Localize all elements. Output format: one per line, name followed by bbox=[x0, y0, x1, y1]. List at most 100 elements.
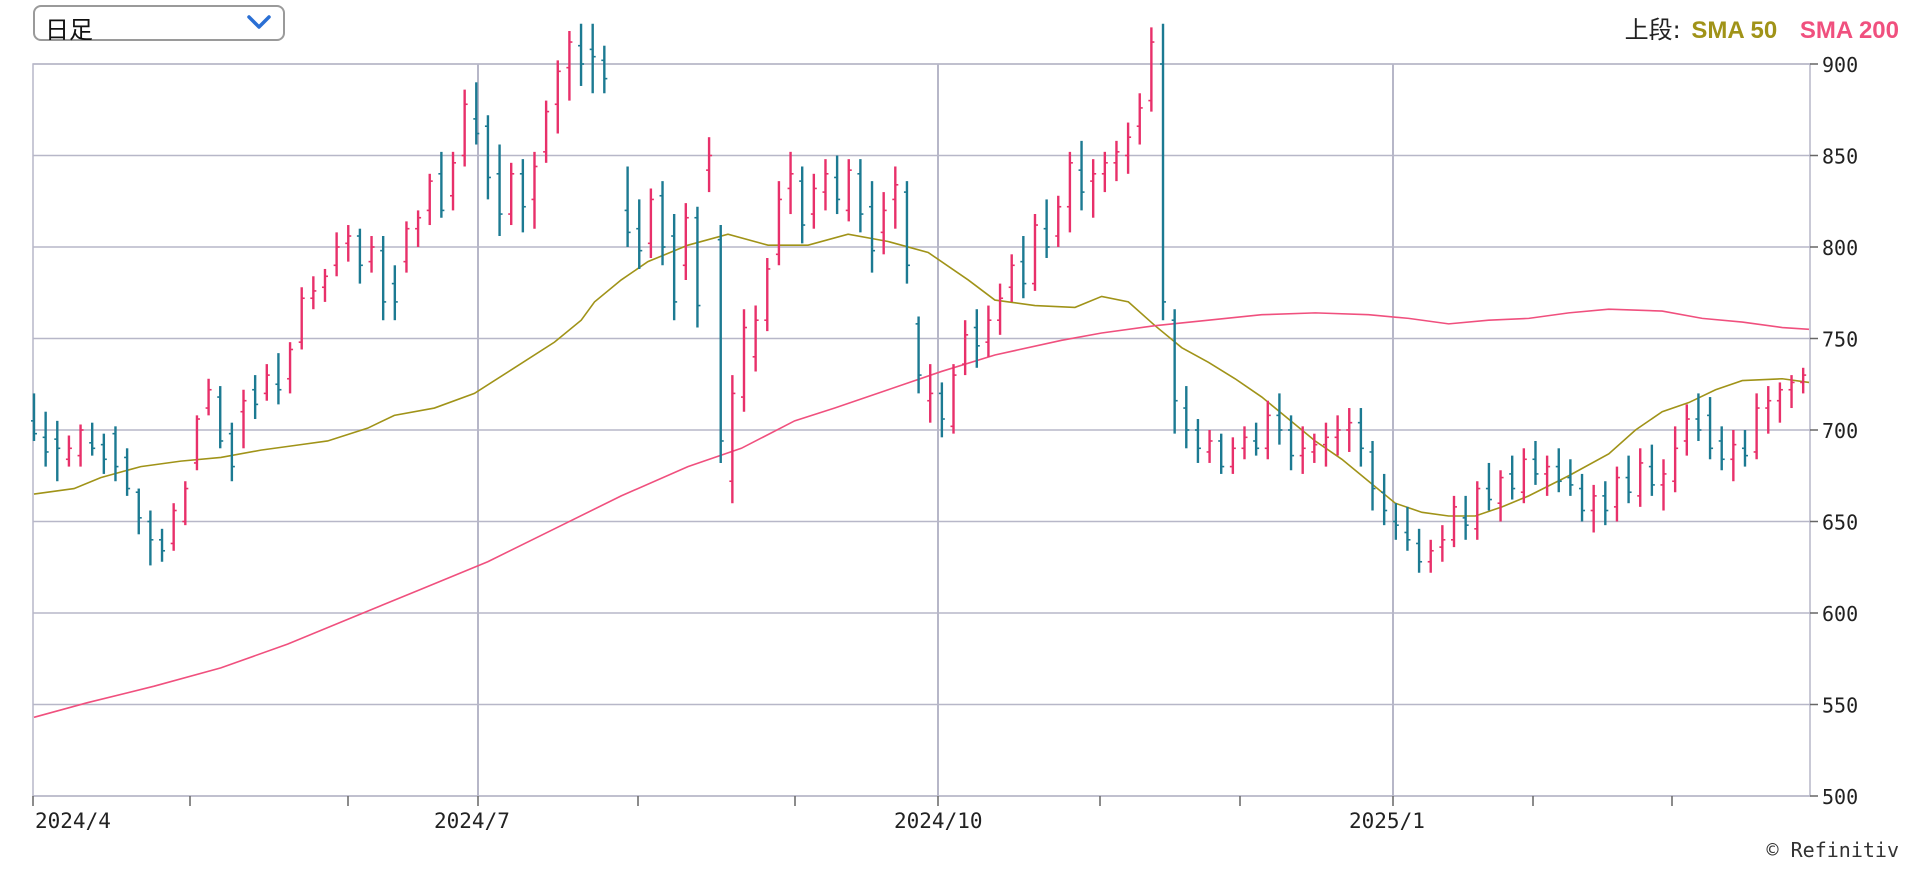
ohlc-bar bbox=[1800, 367, 1807, 394]
sma200-line bbox=[33, 308, 1810, 719]
ohlc-bar bbox=[333, 232, 340, 277]
ohlc-bar bbox=[31, 393, 37, 441]
ohlc-bar bbox=[1788, 375, 1795, 409]
ohlc-bar bbox=[205, 378, 212, 416]
ohlc-bar bbox=[1416, 528, 1423, 573]
ohlc-bar bbox=[659, 181, 666, 266]
ohlc-bar bbox=[473, 82, 480, 145]
ohlc-bar bbox=[729, 375, 736, 504]
ohlc-bar bbox=[275, 353, 282, 405]
ohlc-bar bbox=[775, 181, 782, 266]
ohlc-bar bbox=[1567, 459, 1574, 496]
ohlc-bar bbox=[799, 166, 806, 244]
y-tick-label: 600 bbox=[1822, 602, 1858, 626]
ohlc-bar bbox=[484, 115, 491, 200]
ohlc-bar bbox=[1253, 422, 1260, 456]
ohlc-bar bbox=[1218, 433, 1225, 474]
ohlc-bar bbox=[42, 411, 49, 467]
chart-legend: 上段: SMA 50 SMA 200 bbox=[1625, 10, 1899, 45]
ohlc-bar bbox=[892, 166, 899, 229]
ohlc-bar bbox=[682, 203, 689, 280]
ohlc-bar bbox=[1206, 430, 1213, 463]
ohlc-bar bbox=[228, 422, 235, 482]
ohlc-bar bbox=[1544, 455, 1551, 496]
ohlc-bar bbox=[950, 364, 957, 434]
ohlc-bar bbox=[1660, 459, 1667, 511]
ohlc-bar bbox=[193, 415, 200, 471]
ohlc-bar bbox=[496, 144, 503, 237]
ohlc-bar bbox=[589, 23, 596, 94]
ohlc-bar bbox=[1148, 27, 1155, 112]
ohlc-bar bbox=[217, 386, 224, 449]
ohlc-bar bbox=[1474, 481, 1481, 540]
period-select-label: 日足 bbox=[45, 16, 93, 44]
ohlc-bar bbox=[880, 192, 887, 255]
ohlc-bar bbox=[345, 225, 352, 262]
ohlc-bar bbox=[624, 166, 631, 247]
ohlc-bar bbox=[1241, 426, 1248, 460]
ohlc-bar bbox=[1171, 309, 1178, 434]
ohlc-bar bbox=[531, 151, 538, 229]
ohlc-bar bbox=[287, 342, 294, 394]
ohlc-bar bbox=[985, 305, 992, 357]
ohlc-bar bbox=[1427, 539, 1434, 573]
ohlc-bar bbox=[1160, 23, 1167, 321]
ohlc-bar bbox=[1183, 386, 1190, 449]
ohlc-bar bbox=[461, 89, 468, 167]
ohlc-bar bbox=[1753, 393, 1760, 460]
ohlc-bar bbox=[252, 375, 259, 420]
ohlc-bar bbox=[1392, 503, 1399, 540]
ohlc-bar bbox=[1497, 470, 1504, 522]
ohlc-bar bbox=[741, 309, 747, 412]
ohlc-bar bbox=[1055, 195, 1062, 247]
ohlc-bar bbox=[973, 309, 980, 368]
legend-label: 上段: bbox=[1624, 16, 1681, 44]
credit-text: © Refinitiv bbox=[1766, 838, 1899, 862]
ohlc-bar bbox=[65, 435, 72, 467]
chevron-down-icon bbox=[247, 15, 271, 29]
ohlc-bar bbox=[356, 228, 363, 284]
ohlc-bar bbox=[1625, 455, 1632, 504]
ohlc-bar bbox=[1090, 159, 1097, 218]
ohlc-bar bbox=[938, 382, 945, 438]
ohlc-bar bbox=[100, 433, 107, 474]
legend-sma50: SMA 50 bbox=[1691, 17, 1778, 44]
ohlc-bar bbox=[1590, 484, 1597, 533]
ohlc-bar bbox=[1485, 462, 1492, 511]
ohlc-bar bbox=[1555, 448, 1562, 493]
ohlc-bar bbox=[89, 422, 96, 456]
ohlc-bar bbox=[1683, 404, 1690, 456]
y-tick-label: 550 bbox=[1822, 694, 1858, 718]
ohlc-bar bbox=[508, 162, 515, 226]
ohlc-bar bbox=[182, 481, 189, 526]
ohlc-bar bbox=[869, 181, 876, 273]
ohlc-bar bbox=[787, 151, 794, 215]
x-tick-label: 2024/4 bbox=[35, 809, 111, 833]
ohlc-bar bbox=[1648, 444, 1655, 496]
ohlc-bar bbox=[1695, 393, 1702, 441]
ohlc-bar bbox=[997, 283, 1004, 335]
y-tick-label: 500 bbox=[1822, 785, 1858, 809]
ohlc-bar bbox=[159, 528, 166, 562]
ohlc-bar bbox=[671, 214, 678, 321]
ohlc-bar bbox=[426, 173, 433, 226]
ohlc-bar bbox=[636, 199, 643, 269]
ohlc-bar bbox=[1066, 151, 1073, 233]
ohlc-bar bbox=[717, 225, 724, 463]
ohlc-bar bbox=[834, 155, 841, 215]
ohlc-bar bbox=[1322, 422, 1329, 467]
ohlc-bar bbox=[1730, 430, 1737, 482]
period-select[interactable]: 日足 bbox=[33, 5, 285, 44]
ohlc-bar bbox=[903, 181, 910, 284]
ohlc-bar bbox=[1613, 466, 1620, 522]
ohlc-bar bbox=[1369, 440, 1376, 511]
ohlc-bar bbox=[1264, 400, 1271, 460]
ohlc-bar bbox=[298, 287, 305, 350]
ohlc-bar bbox=[764, 257, 771, 332]
ohlc-bar bbox=[1637, 448, 1644, 507]
ohlc-bar bbox=[1602, 481, 1609, 526]
ohlc-bar bbox=[54, 420, 61, 482]
ohlc-bar bbox=[1299, 426, 1306, 474]
ohlc-bar bbox=[112, 426, 119, 482]
